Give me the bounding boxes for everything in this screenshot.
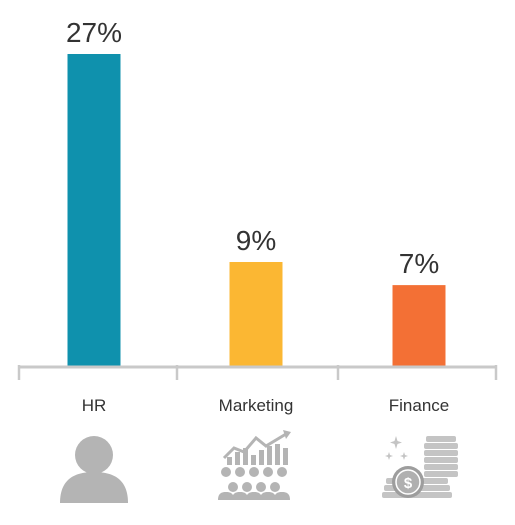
category-labels-group: HR Marketing Finance bbox=[82, 396, 450, 415]
value-labels-group: 27% 9% 7% bbox=[66, 17, 439, 279]
category-label-finance: Finance bbox=[389, 396, 449, 415]
value-label-marketing: 9% bbox=[236, 225, 276, 256]
category-label-marketing: Marketing bbox=[219, 396, 294, 415]
bar-hr bbox=[67, 54, 121, 366]
value-label-hr: 27% bbox=[66, 17, 122, 48]
category-label-hr: HR bbox=[82, 396, 107, 415]
coin-stack-icon: $ bbox=[382, 436, 458, 498]
person-icon bbox=[60, 436, 128, 503]
growth-chart-audience-icon bbox=[218, 430, 291, 500]
svg-text:$: $ bbox=[404, 475, 413, 492]
bars-group bbox=[67, 54, 446, 366]
bar-finance bbox=[392, 285, 446, 366]
x-axis bbox=[17, 365, 498, 380]
bar-marketing bbox=[229, 262, 283, 366]
value-label-finance: 7% bbox=[399, 248, 439, 279]
